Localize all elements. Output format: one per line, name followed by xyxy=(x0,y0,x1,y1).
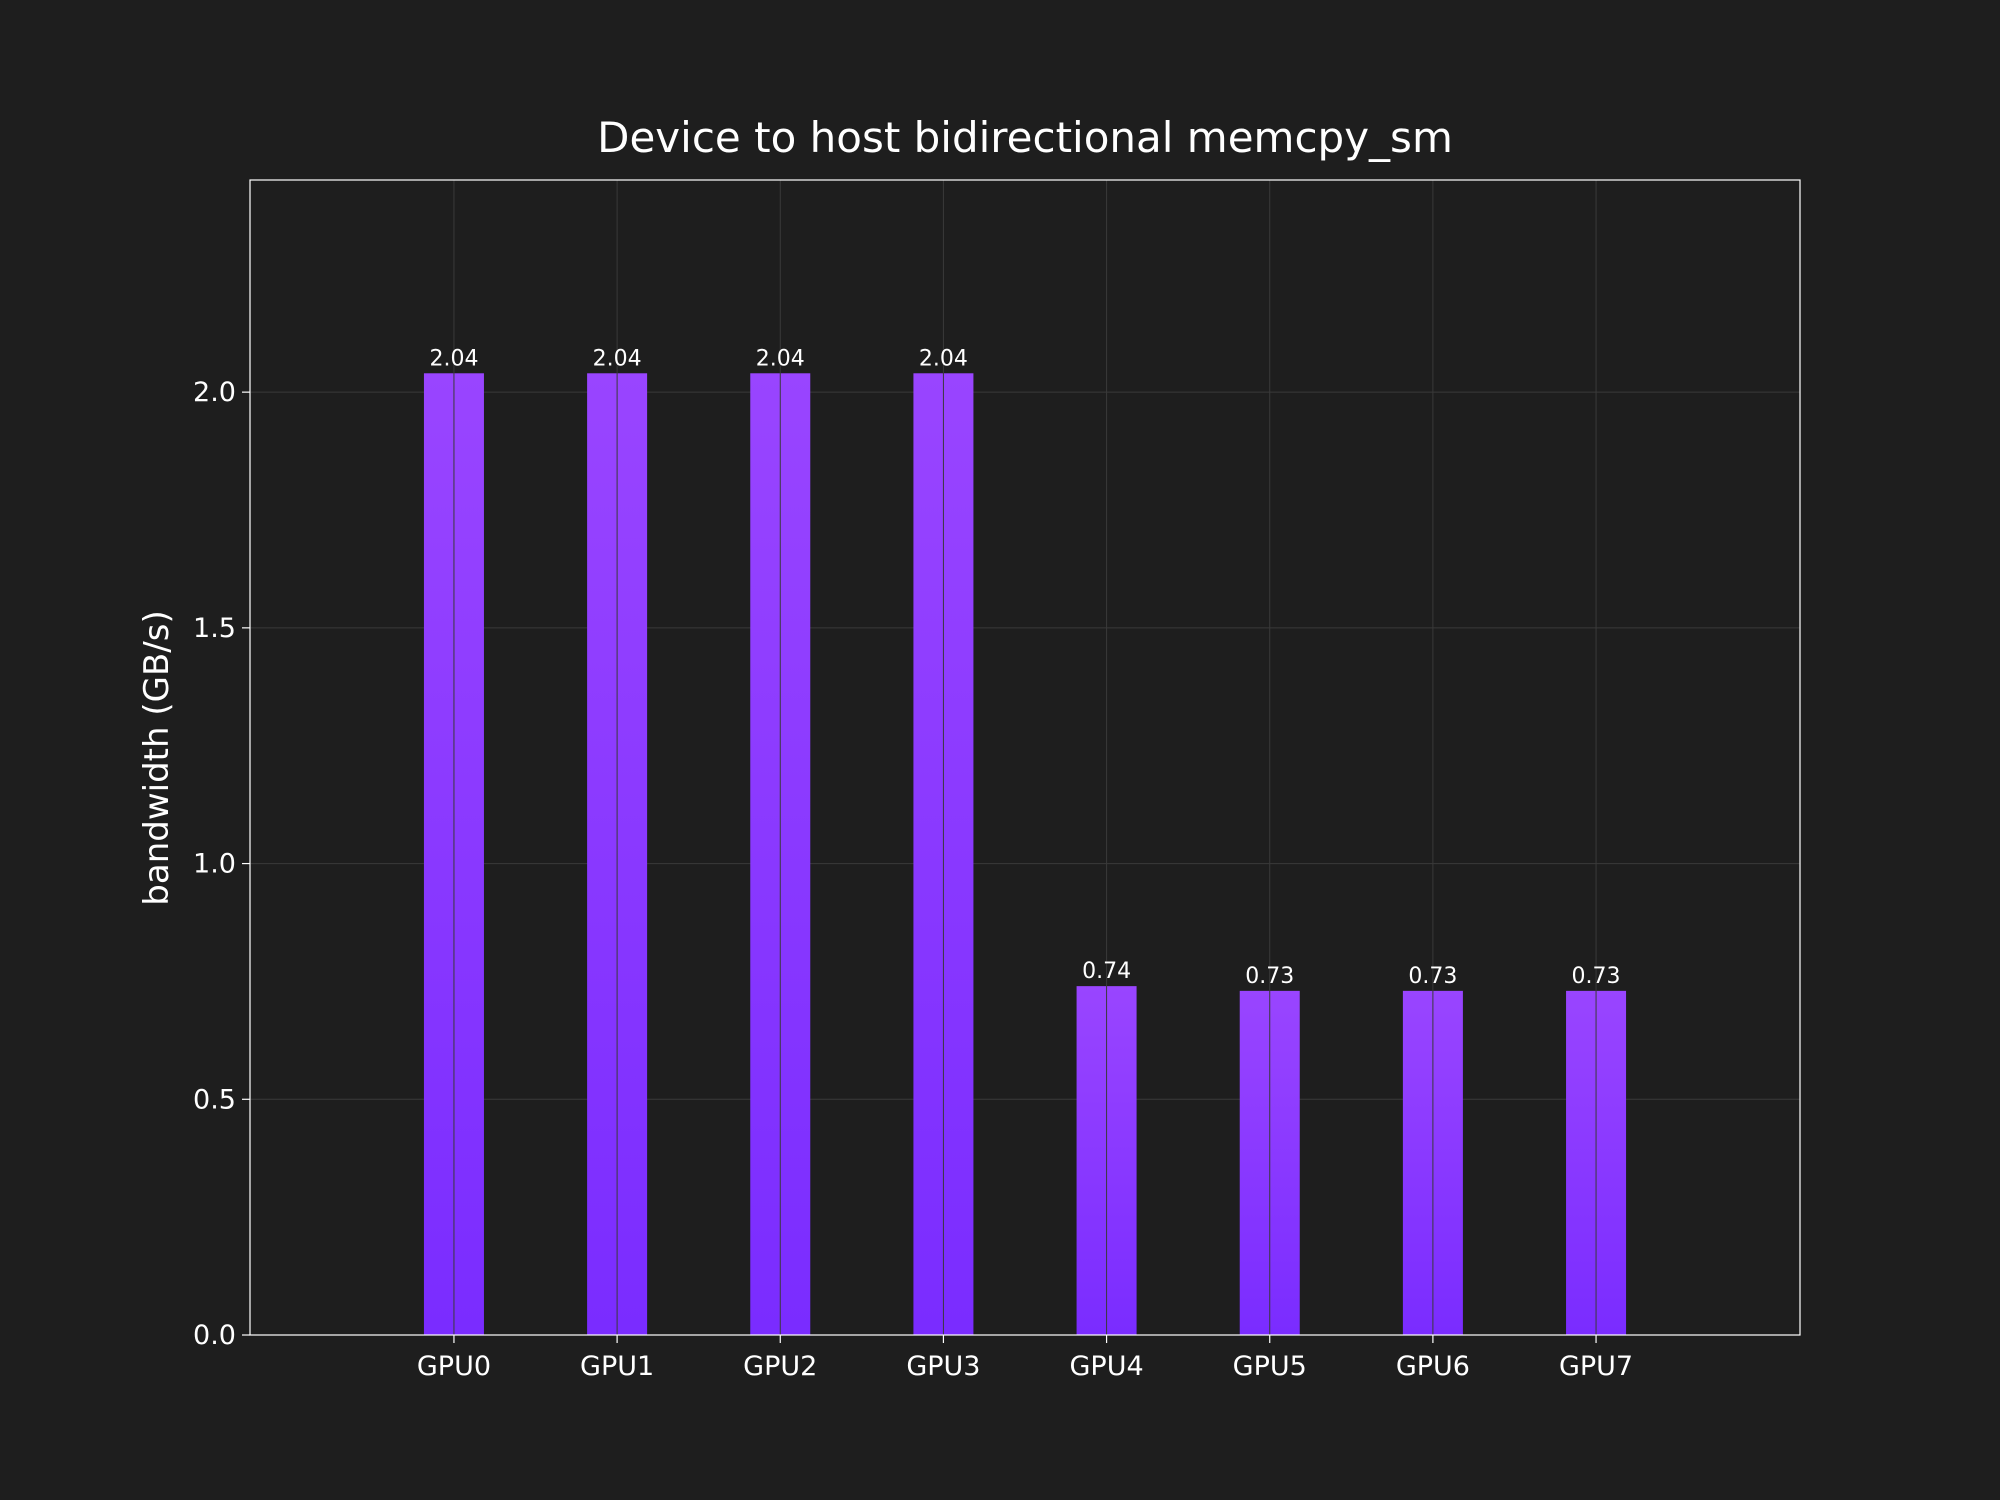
y-tick-label: 0.0 xyxy=(193,1320,236,1351)
bars xyxy=(423,373,1627,1335)
bar-value-label: 0.73 xyxy=(1408,964,1457,989)
x-tick-label: GPU6 xyxy=(1396,1351,1470,1382)
y-axis-ticks: 0.0 0.5 1.0 1.5 2.0 xyxy=(193,377,250,1351)
bar-value-label: 0.74 xyxy=(1082,959,1131,984)
value-labels: 2.04 2.04 2.04 2.04 0.74 0.73 0.73 0.73 xyxy=(429,346,1620,989)
x-tick-label: GPU3 xyxy=(906,1351,980,1382)
y-tick-label: 0.5 xyxy=(193,1084,236,1115)
x-tick-label: GPU2 xyxy=(743,1351,817,1382)
y-tick-label: 1.0 xyxy=(193,849,236,880)
bar-value-label: 0.73 xyxy=(1245,964,1294,989)
bar-value-label: 2.04 xyxy=(593,346,642,371)
plot-frame xyxy=(249,179,1801,1336)
y-tick-label: 1.5 xyxy=(193,613,236,644)
bar-value-label: 2.04 xyxy=(756,346,805,371)
x-tick-label: GPU7 xyxy=(1559,1351,1633,1382)
x-tick-label: GPU5 xyxy=(1233,1351,1307,1382)
y-tick-label: 2.0 xyxy=(193,377,236,408)
x-axis-ticks: GPU0 GPU1 GPU2 GPU3 GPU4 GPU5 GPU6 GPU7 xyxy=(417,1335,1633,1382)
y-axis-label: bandwidth (GB/s) xyxy=(137,610,177,905)
x-tick-label: GPU4 xyxy=(1070,1351,1144,1382)
chart-title: Device to host bidirectional memcpy_sm xyxy=(597,113,1453,162)
bar-value-label: 0.73 xyxy=(1572,964,1621,989)
bar-value-label: 2.04 xyxy=(919,346,968,371)
bar-value-label: 2.04 xyxy=(429,346,478,371)
vertical-grid-lines xyxy=(453,180,1597,1335)
x-tick-label: GPU0 xyxy=(417,1351,491,1382)
x-tick-label: GPU1 xyxy=(580,1351,654,1382)
